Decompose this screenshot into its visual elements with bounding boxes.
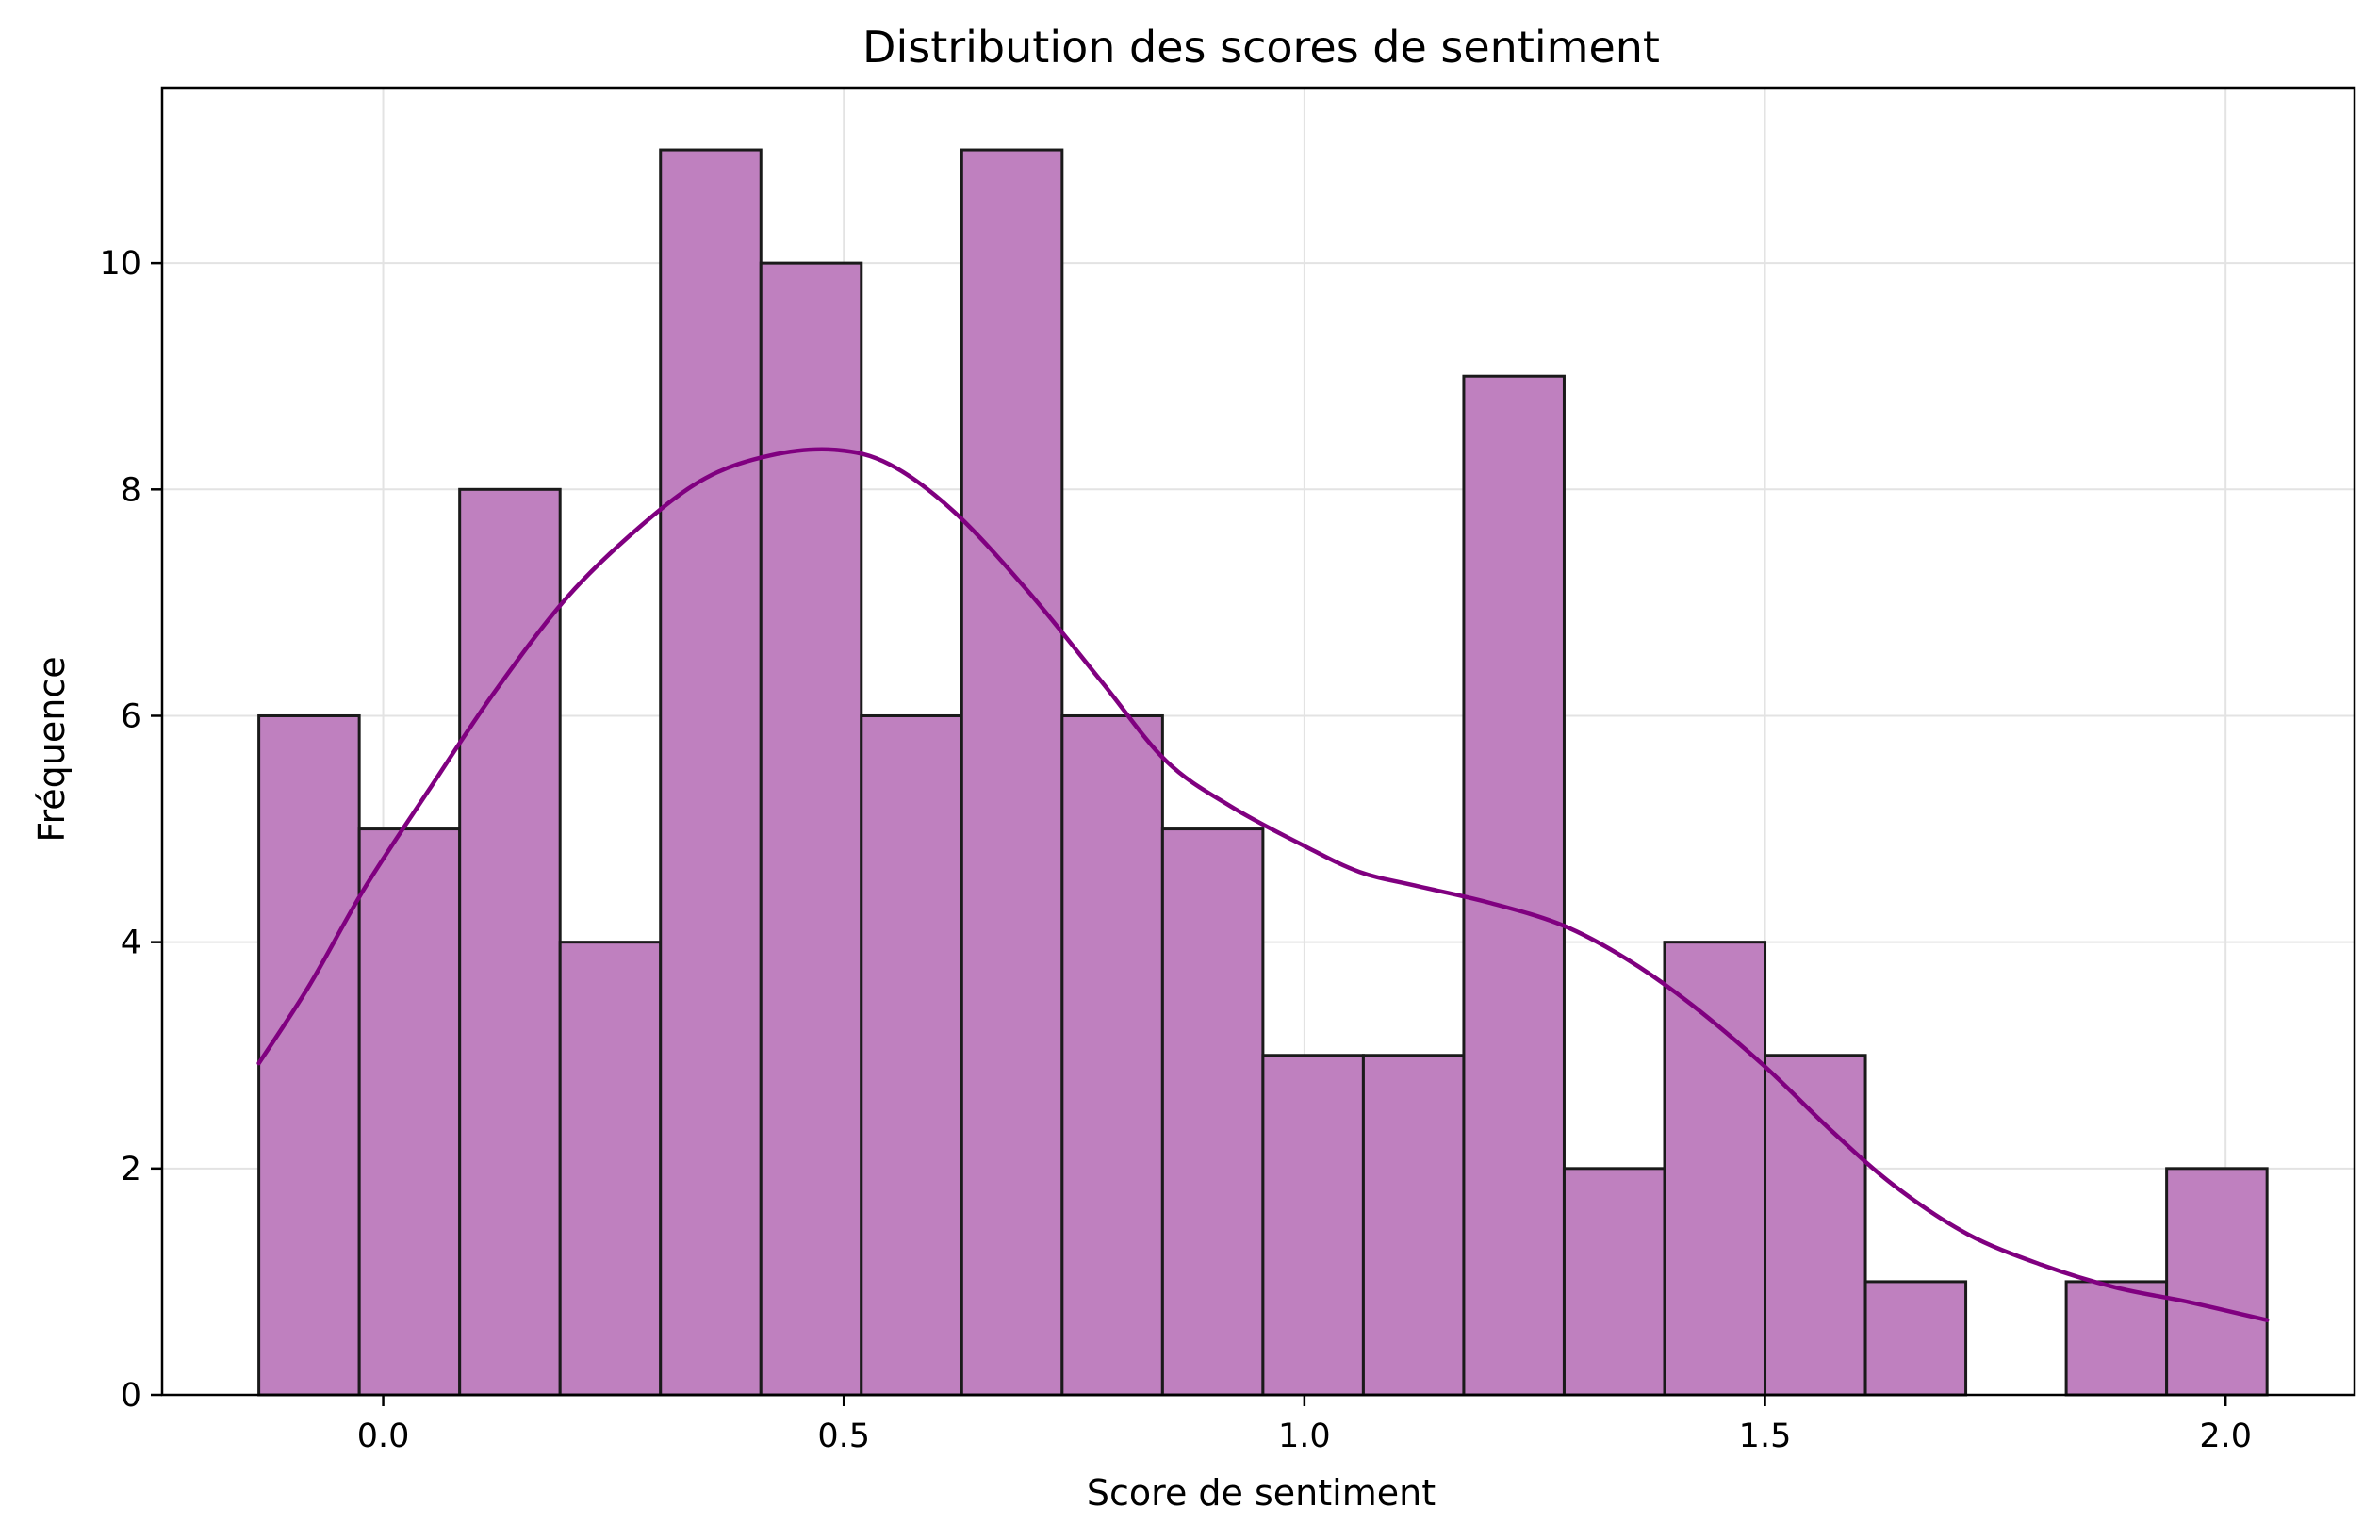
histogram-bar-18 bbox=[2064, 1280, 2169, 1397]
y-axis-label: Fréquence bbox=[31, 656, 73, 842]
kde-curve bbox=[256, 447, 2270, 1322]
x-tick-label-0: 0.0 bbox=[357, 1417, 410, 1455]
histogram-bar-10 bbox=[1261, 1054, 1365, 1397]
histogram-bar-15 bbox=[1764, 1054, 1867, 1397]
plot-frame bbox=[160, 86, 2356, 1397]
histogram-bar-2 bbox=[458, 487, 562, 1397]
histogram-bar-14 bbox=[1663, 941, 1767, 1397]
x-tick-label-3: 1.5 bbox=[1739, 1417, 1792, 1455]
y-axis-ticks: 0 2 4 6 8 10 bbox=[99, 245, 162, 1415]
histogram-bar-4 bbox=[659, 148, 763, 1397]
y-tick-label-4: 8 bbox=[121, 471, 141, 509]
histogram-bar-16 bbox=[1863, 1280, 1968, 1397]
x-tick-label-1: 0.5 bbox=[817, 1417, 870, 1455]
y-tick-label-5: 10 bbox=[99, 245, 141, 283]
histogram-bar-11 bbox=[1361, 1054, 1466, 1397]
y-tick-label-3: 6 bbox=[121, 697, 141, 735]
histogram-bar-8 bbox=[1060, 713, 1164, 1397]
histogram-bar-13 bbox=[1562, 1167, 1666, 1397]
histogram-bar-3 bbox=[558, 941, 663, 1397]
x-tick-label-4: 2.0 bbox=[2199, 1417, 2252, 1455]
x-tick-label-2: 1.0 bbox=[1278, 1417, 1331, 1455]
histogram-bar-19 bbox=[2165, 1167, 2269, 1397]
histogram-bar-12 bbox=[1462, 374, 1566, 1397]
y-tick-label-1: 2 bbox=[121, 1151, 141, 1188]
chart-title: Distribution des scores de sentiment bbox=[862, 22, 1660, 73]
histogram-bar-9 bbox=[1160, 827, 1265, 1397]
histogram-bar-6 bbox=[860, 713, 963, 1397]
histogram-bar-5 bbox=[759, 261, 863, 1397]
histogram-bar-0 bbox=[257, 713, 361, 1397]
y-tick-label-0: 0 bbox=[121, 1377, 141, 1415]
x-axis-label: Score de sentiment bbox=[1087, 1472, 1436, 1514]
histogram-bar-7 bbox=[960, 148, 1064, 1397]
histogram-bar-1 bbox=[357, 827, 462, 1397]
y-tick-label-2: 4 bbox=[121, 925, 141, 962]
x-axis-ticks: 0.0 0.5 1.0 1.5 2.0 bbox=[357, 1395, 2252, 1455]
